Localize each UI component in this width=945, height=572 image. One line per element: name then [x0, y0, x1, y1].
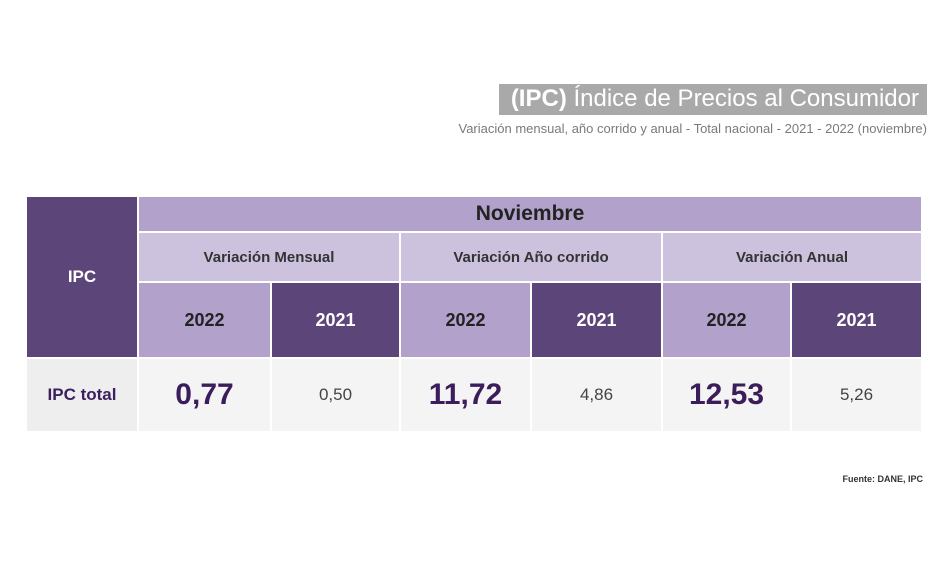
value-ano-corrido-2022: 11,72 [401, 359, 530, 431]
group-header-anual: Variación Anual [663, 233, 921, 281]
row-label-ipc-total: IPC total [27, 359, 137, 431]
year-header-2021: 2021 [272, 283, 399, 357]
year-header-2021: 2021 [532, 283, 661, 357]
title-text: Índice de Precios al Consumidor [573, 85, 919, 112]
value-mensual-2022: 0,77 [139, 359, 270, 431]
title-abbreviation: (IPC) [510, 85, 567, 112]
value-anual-2022: 12,53 [663, 359, 790, 431]
year-header-2022: 2022 [139, 283, 270, 357]
table-row: IPC total 0,77 0,50 11,72 4,86 12,53 5,2… [27, 359, 921, 431]
row-header-ipc: IPC [27, 197, 137, 357]
source-note: Fuente: DANE, IPC [842, 474, 923, 484]
chart-title: (IPC) Índice de Precios al Consumidor [498, 84, 927, 115]
year-header-2021: 2021 [792, 283, 921, 357]
value-ano-corrido-2021: 4,86 [532, 359, 661, 431]
year-header-2022: 2022 [401, 283, 530, 357]
value-anual-2021: 5,26 [792, 359, 921, 431]
value-mensual-2021: 0,50 [272, 359, 399, 431]
ipc-table: IPC Noviembre Variación Mensual Variació… [25, 195, 923, 433]
group-header-mensual: Variación Mensual [139, 233, 399, 281]
month-header: Noviembre [139, 197, 921, 231]
chart-subtitle: Variación mensual, año corrido y anual -… [458, 121, 927, 136]
group-header-ano-corrido: Variación Año corrido [401, 233, 661, 281]
year-header-2022: 2022 [663, 283, 790, 357]
